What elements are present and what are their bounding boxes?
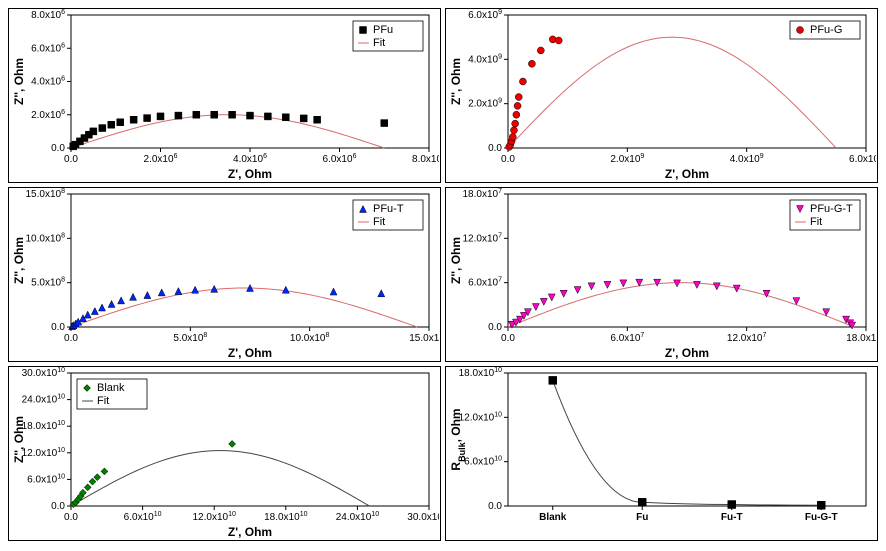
ylabel: Z'', Ohm: [12, 237, 26, 284]
panel-pfut: 0.0 5.0x108 10.0x108 15.0x108 0.0 5.0x108 10.0…: [8, 187, 441, 362]
svg-text:0.0: 0.0: [51, 143, 65, 154]
svg-text:6.0x109: 6.0x109: [468, 9, 502, 21]
xlabel: Z', Ohm: [665, 346, 709, 360]
svg-text:6.0x106: 6.0x106: [323, 153, 357, 165]
xlabel: Z', Ohm: [228, 167, 272, 181]
svg-text:2.0x109: 2.0x109: [468, 98, 502, 110]
svg-text:6.0x107: 6.0x107: [610, 332, 644, 344]
chart-rbulk: 0.0 6.0x1010 12.0x1010 18.0x1010 Blank Fu Fu-T…: [446, 367, 876, 540]
trend-line: [553, 380, 822, 505]
fit-curve: [71, 451, 369, 506]
legend-fit-label: Fit: [373, 216, 385, 228]
svg-text:0.0: 0.0: [51, 501, 65, 512]
fit-curve: [508, 283, 854, 327]
svg-text:12.0x1010: 12.0x1010: [22, 447, 65, 459]
svg-text:0.0: 0.0: [64, 512, 78, 523]
svg-text:0.0: 0.0: [64, 333, 78, 344]
svg-text:Fu-G-T: Fu-G-T: [805, 512, 838, 523]
legend-fit-label: Fit: [810, 216, 822, 228]
svg-text:2.0x109: 2.0x109: [610, 153, 644, 165]
svg-text:2.0x106: 2.0x106: [144, 153, 178, 165]
chart-blank: 0.0 6.0x1010 12.0x1010 18.0x1010 24.0x1010 30…: [9, 367, 439, 540]
svg-text:18.0x107: 18.0x107: [463, 188, 503, 200]
svg-text:0.0: 0.0: [51, 322, 65, 333]
svg-text:0.0: 0.0: [488, 143, 502, 154]
fit-curve: [508, 37, 836, 148]
svg-text:15.0x108: 15.0x108: [26, 188, 66, 200]
svg-text:30.0x1010: 30.0x1010: [22, 367, 65, 379]
svg-text:10.0x108: 10.0x108: [26, 232, 66, 244]
panel-pfug: 0.0 2.0x109 4.0x109 6.0x109 0.0 2.0x109 4.0x10…: [445, 8, 878, 183]
svg-text:6.0x106: 6.0x106: [31, 42, 65, 54]
legend-fit-label: Fit: [373, 37, 385, 49]
chart-pfu: 0.0 2.0x106 4.0x106 6.0x106 8.0x106 0.0 2.0x10…: [9, 9, 439, 182]
svg-text:Fu-T: Fu-T: [721, 512, 743, 523]
svg-text:6.0x1010: 6.0x1010: [27, 473, 65, 485]
svg-text:4.0x106: 4.0x106: [31, 76, 65, 88]
panel-pfugt: 0.0 6.0x107 12.0x107 18.0x107 0.0 6.0x107 12.0…: [445, 187, 878, 362]
legend-series-label: PFu: [373, 24, 393, 36]
fit-curve: [71, 288, 417, 327]
svg-text:6.0x1010: 6.0x1010: [124, 511, 162, 523]
svg-text:0.0: 0.0: [501, 333, 515, 344]
svg-text:6.0x107: 6.0x107: [468, 277, 502, 289]
svg-text:0.0: 0.0: [64, 154, 78, 165]
chart-pfug: 0.0 2.0x109 4.0x109 6.0x109 0.0 2.0x109 4.0x10…: [446, 9, 876, 182]
svg-text:24.0x1010: 24.0x1010: [336, 511, 379, 523]
svg-text:10.0x108: 10.0x108: [290, 332, 330, 344]
svg-text:Fu: Fu: [636, 512, 648, 523]
ylabel: Z'', Ohm: [449, 58, 463, 105]
svg-text:0.0: 0.0: [488, 501, 502, 512]
svg-text:18.0x1010: 18.0x1010: [22, 420, 65, 432]
svg-text:4.0x109: 4.0x109: [468, 53, 502, 65]
legend-series-label: Blank: [97, 382, 125, 394]
svg-text:30.0x1010: 30.0x1010: [407, 511, 439, 523]
xlabel: Z', Ohm: [665, 167, 709, 181]
svg-text:0.0: 0.0: [488, 322, 502, 333]
svg-text:12.0x107: 12.0x107: [727, 332, 767, 344]
svg-text:5.0x108: 5.0x108: [173, 332, 207, 344]
ylabel: Z'', Ohm: [12, 416, 26, 463]
svg-text:0.0: 0.0: [501, 154, 515, 165]
svg-text:Blank: Blank: [539, 512, 567, 523]
legend-series-label: PFu-G: [810, 24, 842, 36]
panel-rbulk: 0.0 6.0x1010 12.0x1010 18.0x1010 Blank Fu Fu-T…: [445, 366, 878, 541]
svg-text:18.0x1010: 18.0x1010: [459, 367, 502, 379]
svg-text:8.0x106: 8.0x106: [31, 9, 65, 21]
chart-pfugt: 0.0 6.0x107 12.0x107 18.0x107 0.0 6.0x107 12.0…: [446, 188, 876, 361]
svg-text:12.0x1010: 12.0x1010: [459, 411, 502, 423]
svg-text:4.0x109: 4.0x109: [730, 153, 764, 165]
legend-series-label: PFu-T: [373, 203, 404, 215]
chart-pfut: 0.0 5.0x108 10.0x108 15.0x108 0.0 5.0x108 10.0…: [9, 188, 439, 361]
svg-text:4.0x106: 4.0x106: [233, 153, 267, 165]
ylabel: Z'', Ohm: [12, 58, 26, 105]
xlabel: Z', Ohm: [228, 525, 272, 539]
svg-text:6.0x1010: 6.0x1010: [464, 456, 502, 468]
svg-text:6.0x109: 6.0x109: [849, 153, 876, 165]
svg-text:15.0x108: 15.0x108: [409, 332, 439, 344]
svg-text:5.0x108: 5.0x108: [31, 277, 65, 289]
svg-text:18.0x107: 18.0x107: [846, 332, 876, 344]
panel-blank: 0.0 6.0x1010 12.0x1010 18.0x1010 24.0x1010 30…: [8, 366, 441, 541]
panel-pfu: 0.0 2.0x106 4.0x106 6.0x106 8.0x106 0.0 2.0x10…: [8, 8, 441, 183]
legend-fit-label: Fit: [97, 395, 109, 407]
svg-text:24.0x1010: 24.0x1010: [22, 394, 65, 406]
svg-text:12.0x1010: 12.0x1010: [193, 511, 236, 523]
svg-text:2.0x106: 2.0x106: [31, 109, 65, 121]
svg-text:8.0x106: 8.0x106: [412, 153, 439, 165]
svg-text:12.0x107: 12.0x107: [463, 232, 503, 244]
svg-text:18.0x1010: 18.0x1010: [264, 511, 307, 523]
legend-series-label: PFu-G-T: [810, 203, 853, 215]
ylabel: Z'', Ohm: [449, 237, 463, 284]
xlabel: Z', Ohm: [228, 346, 272, 360]
